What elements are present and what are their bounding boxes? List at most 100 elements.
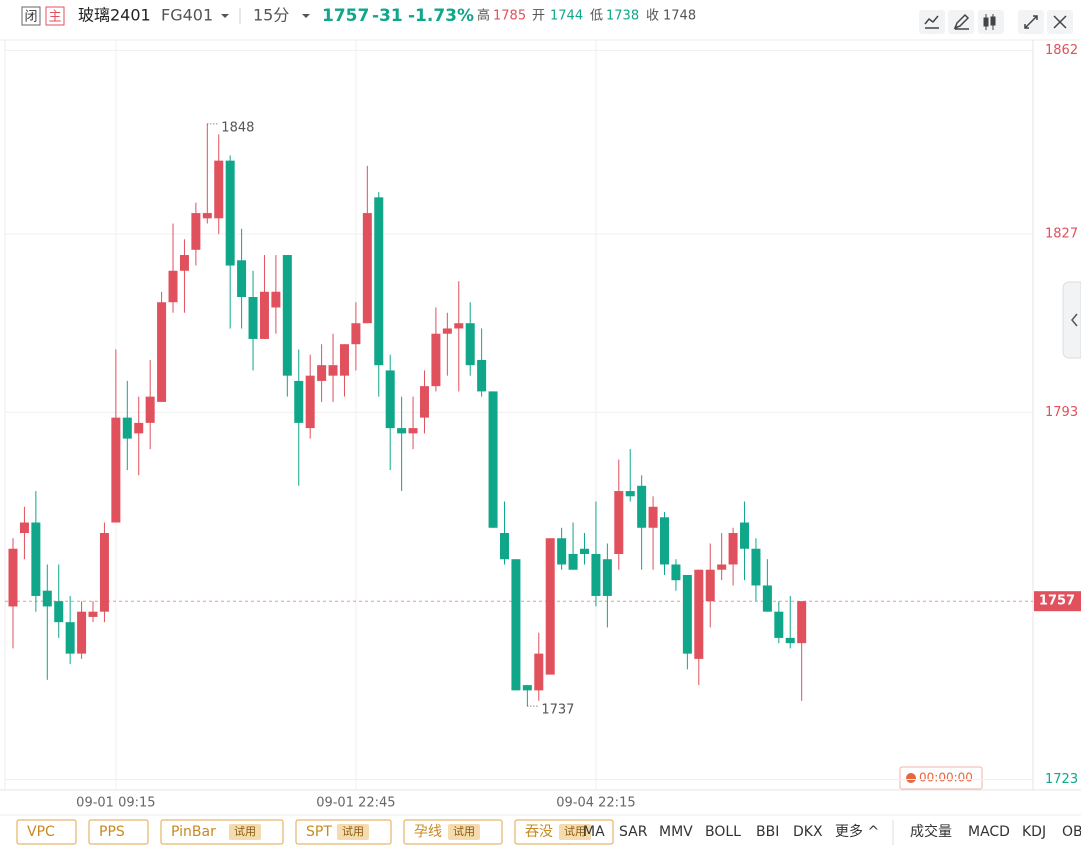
main-box[interactable]: [45, 6, 65, 26]
high: 1785: [493, 9, 526, 24]
candle-body: [294, 380, 304, 423]
candle-body: [488, 391, 498, 528]
candle-body: [648, 506, 658, 528]
pattern-name[interactable]: 孕线: [414, 824, 442, 840]
candle-body: [431, 333, 441, 387]
y-tick-label: 1862: [1045, 43, 1078, 58]
candle-body: [762, 585, 772, 612]
pattern-name[interactable]: VPC: [27, 824, 55, 840]
candle-body: [282, 255, 292, 376]
candle-body: [419, 386, 429, 418]
y-tick-label: 1793: [1045, 405, 1078, 420]
candle-body: [774, 611, 784, 638]
pattern-name[interactable]: 吞没: [525, 824, 553, 840]
candle-body: [625, 491, 635, 497]
indicator[interactable]: MA: [583, 824, 605, 840]
status-box: [21, 6, 41, 26]
candle-body: [534, 653, 544, 691]
period[interactable]: 15分: [253, 6, 289, 25]
y-tick-label: 1723: [1045, 772, 1078, 787]
badge-box: [448, 824, 480, 840]
line-icon: [924, 15, 939, 29]
high-label: 1848: [221, 120, 254, 135]
indicator[interactable]: SAR: [619, 824, 648, 840]
pattern-name[interactable]: PPS: [99, 824, 125, 840]
candle-body: [545, 538, 555, 675]
symbol-code[interactable]: FG401: [161, 6, 213, 25]
badge-box: [337, 824, 369, 840]
subchart[interactable]: OB: [1062, 824, 1081, 840]
tool-button[interactable]: [948, 10, 974, 34]
candle-body: [19, 522, 29, 534]
y-tick-label: 1827: [1045, 227, 1078, 242]
candle-body: [328, 365, 338, 376]
candle-body: [511, 559, 521, 691]
last-price-label: 1757: [1039, 594, 1075, 609]
badge: 试用: [453, 825, 475, 838]
candle-body: [705, 569, 715, 602]
header-tools: [919, 10, 1073, 34]
candle-body: [374, 197, 384, 366]
indicator[interactable]: BBI: [756, 824, 779, 840]
candle-body: [477, 359, 487, 392]
candle-body: [305, 375, 315, 429]
expand-icon: [1024, 15, 1038, 29]
candle-body: [454, 323, 464, 329]
candle-body: [317, 365, 327, 381]
pattern-button[interactable]: [16, 819, 77, 845]
clock-box: [899, 766, 983, 790]
low: 1738: [606, 9, 639, 24]
pattern-name[interactable]: SPT: [306, 824, 332, 840]
clock-icon: [906, 773, 916, 783]
indicator[interactable]: MMV: [659, 824, 693, 840]
candle-body: [122, 417, 132, 439]
candle-body: [168, 270, 178, 303]
close-label: 收: [646, 9, 659, 24]
candle-body: [42, 590, 52, 607]
candle-body: [442, 328, 452, 334]
candle-body: [54, 601, 64, 623]
indicator[interactable]: DKX: [793, 824, 823, 840]
candle-body: [351, 323, 361, 345]
candle-body: [614, 491, 624, 554]
subchart[interactable]: MACD: [968, 824, 1010, 840]
badge: 试用: [342, 825, 364, 838]
candle-body: [522, 685, 532, 691]
candle-body: [385, 370, 395, 429]
candle-body: [717, 564, 727, 570]
x-tick-label: 09-04 22:15: [556, 796, 635, 811]
candle-body: [88, 611, 98, 617]
candle-body: [111, 417, 121, 523]
subchart[interactable]: 成交量: [910, 823, 952, 840]
candle-body: [134, 422, 144, 434]
x-tick-label: 09-01 09:15: [76, 796, 155, 811]
subchart[interactable]: KDJ: [1022, 824, 1046, 840]
low-label: 低: [590, 9, 603, 24]
candle-body: [740, 522, 750, 549]
badge-box: [559, 824, 591, 840]
candle-body: [179, 255, 189, 271]
pen-icon: [953, 13, 970, 30]
low-label: 1737: [541, 703, 574, 718]
main[interactable]: 主: [48, 10, 61, 25]
dropdown-icon[interactable]: [302, 14, 310, 18]
indicator[interactable]: 更多 ^: [835, 823, 879, 840]
pattern-name[interactable]: PinBar: [171, 824, 216, 840]
candle-body: [248, 296, 258, 339]
candle-body: [225, 160, 235, 266]
candle-body: [259, 291, 269, 339]
candle-body: [751, 548, 761, 586]
clock: 00:00:00: [919, 771, 973, 785]
symbol-name: 玻璃2401: [78, 6, 151, 25]
dropdown-icon[interactable]: [221, 14, 229, 18]
indicator[interactable]: BOLL: [705, 824, 741, 840]
pattern-button[interactable]: [88, 819, 149, 845]
candle-body: [728, 533, 738, 565]
candle-body: [591, 553, 601, 596]
candle-body: [339, 344, 349, 376]
close-icon[interactable]: [1053, 15, 1067, 29]
change-pct: -1.73%: [408, 6, 474, 26]
open: 1744: [550, 9, 583, 24]
